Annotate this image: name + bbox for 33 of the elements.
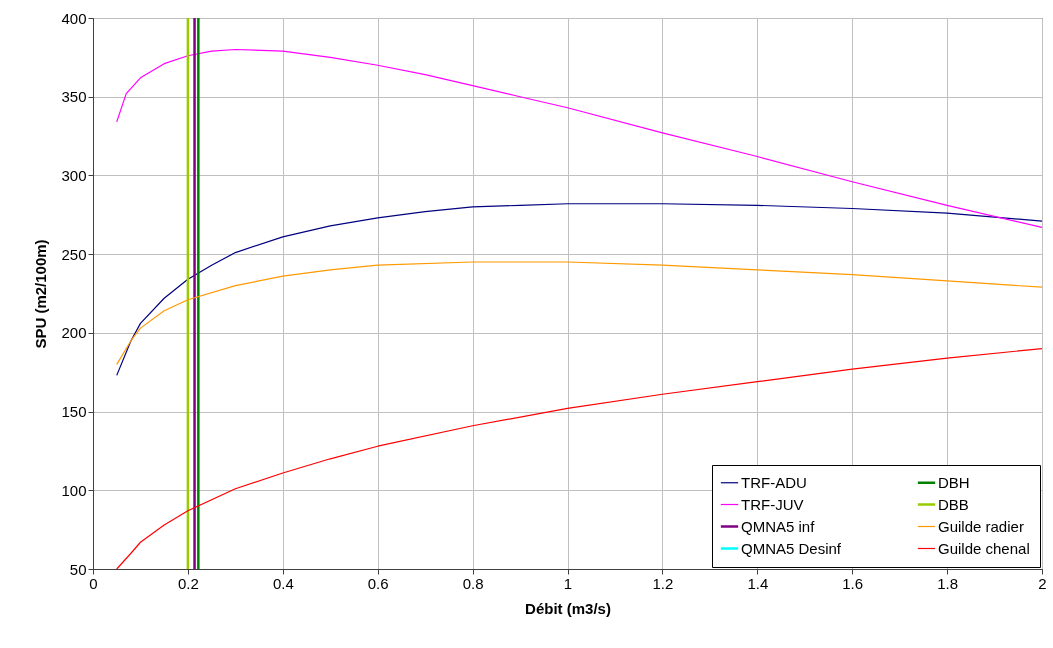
legend-label: Guilde chenal [938,539,1030,557]
line-series [116,348,1043,570]
x-tick-label: 0.8 [462,574,484,592]
line-series [116,48,1043,228]
y-tick-label: 150 [61,403,87,421]
x-tick-label: 0.6 [367,574,389,592]
y-tick-label: 250 [61,245,87,263]
y-tick-label: 350 [61,88,87,106]
y-tick-label: 50 [69,560,87,578]
y-tick-label: 400 [61,9,87,27]
x-tick-label: 0 [89,574,98,592]
x-tick-label: 1.8 [937,574,959,592]
x-tick-label: 2 [1038,574,1047,592]
legend-label: QMNA5 Desinf [741,539,842,557]
legend-label: Guilde radier [938,517,1024,535]
x-axis-title: Débit (m3/s) [525,599,611,617]
legend-label: TRF-ADU [741,473,807,491]
line-series [116,203,1043,376]
legend-label: DBB [938,495,969,513]
y-tick-label: 100 [61,481,87,499]
x-tick-label: 0.4 [272,574,294,592]
legend-label: TRF-JUV [741,495,804,513]
x-tick-label: 1.6 [842,574,864,592]
line-series [116,261,1043,365]
x-tick-label: 0.2 [177,574,199,592]
y-axis-title: SPU (m2/100m) [32,239,50,349]
legend-label: QMNA5 inf [741,517,816,535]
y-tick-label: 300 [61,166,87,184]
legend-label: DBH [938,473,970,491]
y-tick-label: 200 [61,324,87,342]
x-tick-label: 1.2 [652,574,674,592]
x-tick-label: 1 [563,574,573,592]
x-tick-label: 1.4 [747,574,769,592]
